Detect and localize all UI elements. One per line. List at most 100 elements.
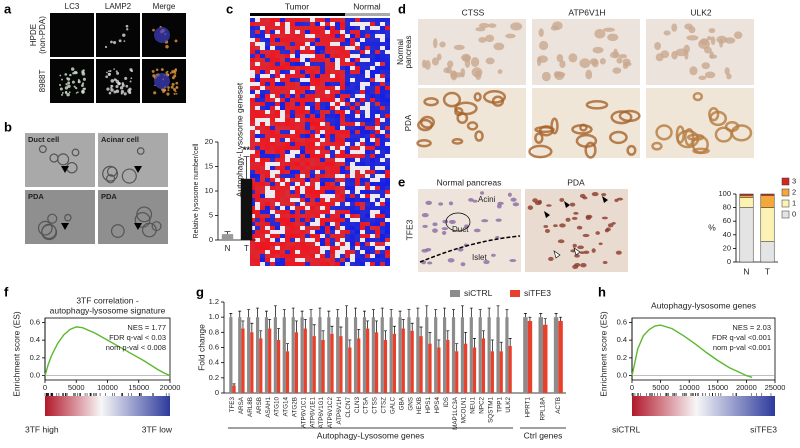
puncta [75,92,78,94]
heatmap-cell [315,262,320,266]
heatmap-cell [260,142,265,146]
row-label: (non-PDA) [38,16,47,54]
heatmap-cell [320,166,325,170]
tissue [709,51,714,59]
heatmap-cell [340,214,345,218]
heatmap-cell [360,42,365,46]
heatmap-cell [325,218,330,222]
heatmap-cell [335,234,340,238]
tissue [592,46,604,54]
heatmap-cell [255,202,260,206]
heatmap-cell [375,182,380,186]
heatmap-cell [350,42,355,46]
heatmap-cell [335,38,340,42]
heatmap-cell [375,70,380,74]
nucleus [438,202,444,206]
heatmap-cell [325,238,330,242]
heatmap-cell [320,34,325,38]
heatmap-cell [325,178,330,182]
x-tick-label: 20000 [160,383,181,392]
heatmap-cell [285,38,290,42]
heatmap-cell [310,130,315,134]
heatmap-cell [335,130,340,134]
heatmap-cell [360,98,365,102]
tissue [478,23,490,29]
heatmap-cell [345,154,350,158]
heatmap-cell [335,54,340,58]
heatmap-cell [275,166,280,170]
bar [442,317,447,393]
heatmap-cell [260,54,265,58]
heatmap-cell [270,214,275,218]
heatmap-cell [370,46,375,50]
heatmap-cell [375,110,380,114]
error-bar [380,307,384,318]
heatmap-cell [305,226,310,230]
heatmap-cell [270,190,275,194]
heatmap-cell [300,42,305,46]
heatmap-cell [325,98,330,102]
error-bar [389,309,393,318]
heatmap-cell [350,230,355,234]
heatmap-cell [285,230,290,234]
heatmap-cell [360,262,365,266]
heatmap-cell [380,262,385,266]
heatmap-cell [370,90,375,94]
error-bar [434,309,438,318]
tissue [585,100,609,110]
heatmap-cell [310,114,315,118]
heatmap-cell [355,258,360,262]
heatmap-cell [290,250,295,254]
heatmap-cell [260,178,265,182]
heatmap-cell [250,218,255,222]
heatmap-cell [290,182,295,186]
heatmap-cell [375,130,380,134]
heatmap-cell [355,118,360,122]
heatmap-cell [345,202,350,206]
heatmap-cell [325,106,330,110]
tissue [488,23,497,28]
heatmap-cell [385,126,390,130]
heatmap-cell [380,170,385,174]
heatmap-cell [250,174,255,178]
heatmap-cell [290,122,295,126]
heatmap-cell [335,242,340,246]
heatmap-cell [355,178,360,182]
heatmap-cell [290,142,295,146]
nucleus [441,230,447,235]
error-bar [312,324,316,337]
heatmap-cell [325,138,330,142]
heatmap-cell [360,122,365,126]
heatmap-cell [325,118,330,122]
heatmap-cell [310,142,315,146]
heatmap-cell [250,86,255,90]
heatmap-cell [335,30,340,34]
heatmap-cell [335,110,340,114]
heatmap-cell [385,178,390,182]
panel-label: d [398,1,406,16]
x-tick-label: 15000 [707,383,728,392]
heatmap-cell [365,54,370,58]
heatmap-cell [385,242,390,246]
tissue [655,124,673,141]
heatmap-cell [310,174,315,178]
heatmap-cell [380,122,385,126]
heatmap-cell [310,222,315,226]
heatmap-cell [305,110,310,114]
heatmap-cell [365,162,370,166]
heatmap-cell [350,58,355,62]
heatmap-cell [265,46,270,50]
x-tick-label: ATP6V1H [336,397,343,425]
heatmap-cell [325,90,330,94]
heatmap-cell [260,74,265,78]
tissue [710,36,716,45]
nucleus [460,262,466,267]
heatmap-cell [300,154,305,158]
heatmap-cell [350,126,355,130]
heatmap-cell [280,222,285,226]
bar [538,317,543,393]
heatmap-cell [340,30,345,34]
heatmap-cell [345,70,350,74]
row-label: 8988T [38,70,47,93]
heatmap-cell [275,98,280,102]
